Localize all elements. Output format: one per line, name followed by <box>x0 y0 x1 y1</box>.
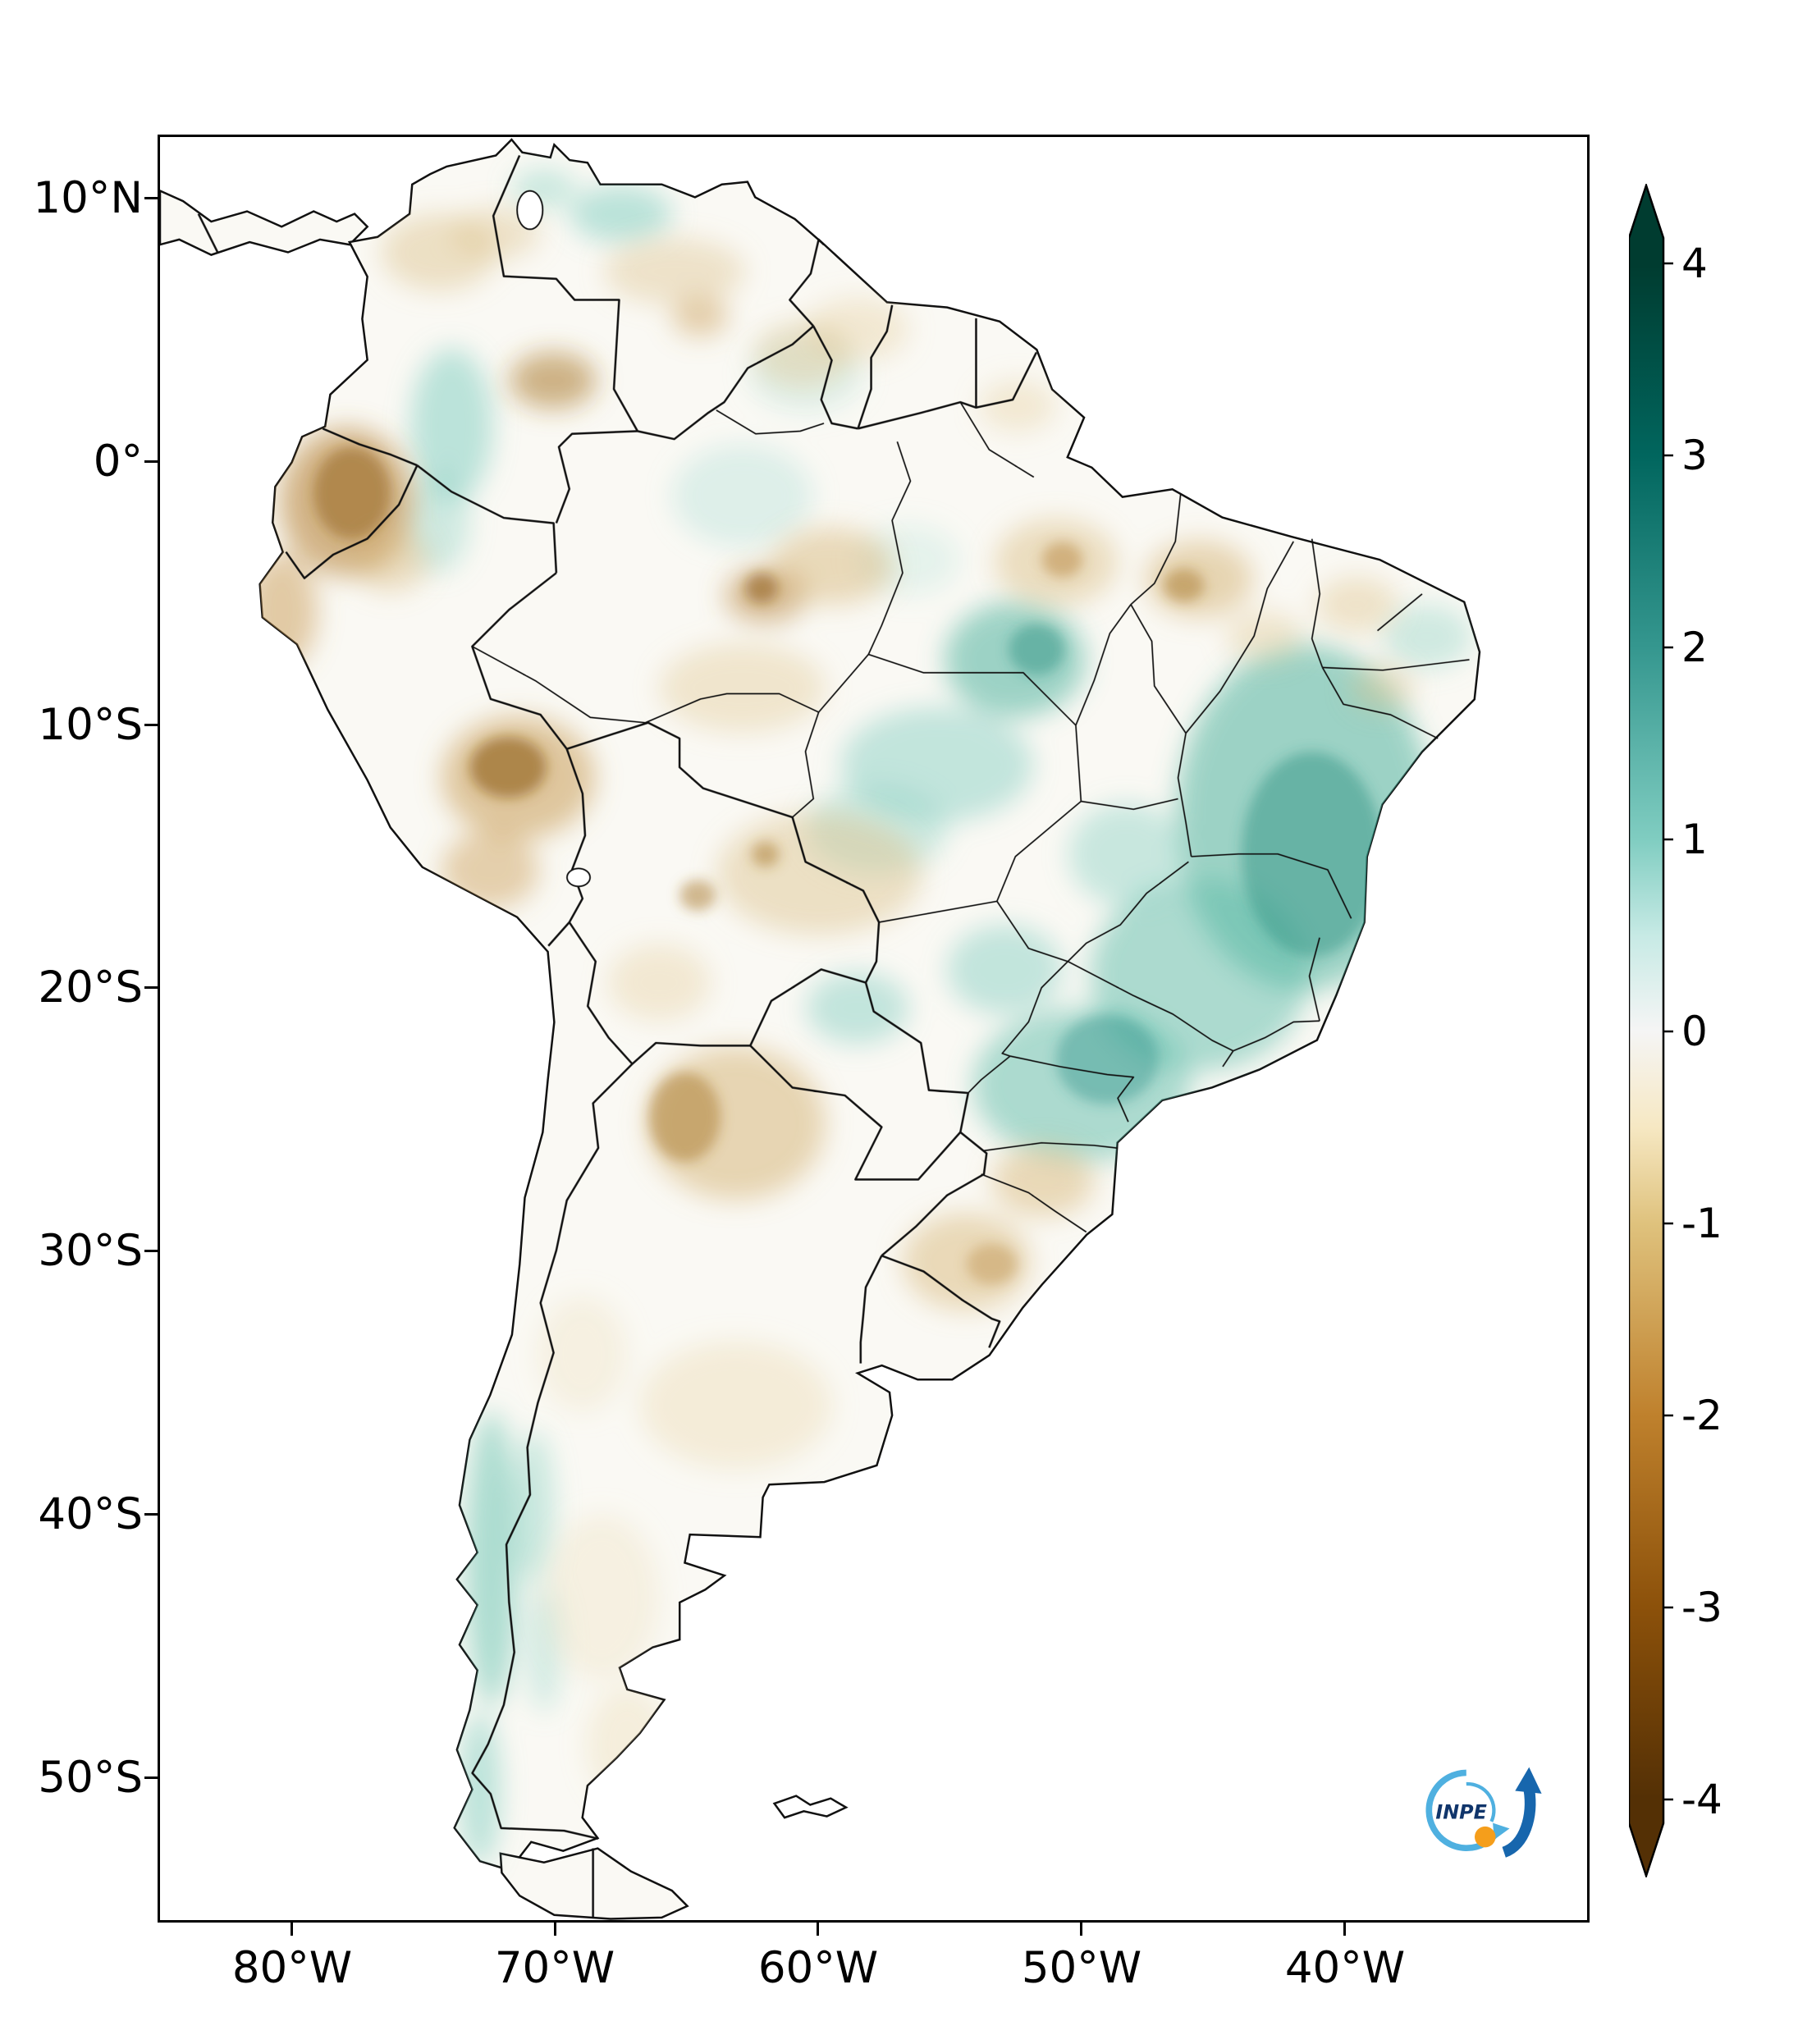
y-tick-label-50s: 50°S <box>38 1753 143 1803</box>
y-tick-mark <box>144 1776 158 1779</box>
spei-dry-anomalies <box>259 207 1415 1803</box>
state-borders <box>471 401 1470 1233</box>
colorbar-gradient <box>1627 181 1673 1880</box>
y-tick-label-0: 0° <box>93 437 143 487</box>
lake-maracaibo <box>516 190 544 231</box>
y-tick-label-10s: 10°S <box>38 700 143 750</box>
colorbar-tick-4: 4 <box>1681 240 1708 287</box>
inpe-logo-graphic: INPE <box>1425 1767 1542 1858</box>
colorbar-tick-marks <box>1663 262 1673 1801</box>
falkland-islands <box>772 1795 849 1819</box>
spei-dry-cores <box>313 446 1205 1285</box>
logo-inner-arc <box>1466 1781 1496 1822</box>
colorbar-tick-m2: -2 <box>1681 1392 1723 1439</box>
inpe-logo: INPE <box>1405 1756 1544 1871</box>
x-tick-mark <box>1080 1923 1082 1936</box>
y-tick-mark <box>144 460 158 463</box>
x-tick-label-50w: 50°W <box>1021 1943 1142 1993</box>
spei-wet-cores <box>1009 624 1383 1104</box>
logo-blue-arrowhead <box>1515 1767 1542 1794</box>
x-tick-mark <box>817 1923 819 1936</box>
colorbar <box>1627 181 1678 1880</box>
y-tick-label-30s: 30°S <box>38 1226 143 1276</box>
x-tick-label-60w: 60°W <box>757 1943 879 1993</box>
central-america-land <box>160 190 369 256</box>
x-tick-mark <box>291 1923 293 1936</box>
colorbar-tick-3: 3 <box>1681 432 1708 479</box>
lake-titicaca <box>566 867 591 888</box>
map-plot-area <box>158 135 1590 1923</box>
logo-swirl-arrowhead <box>1493 1822 1510 1840</box>
colorbar-tick-1: 1 <box>1681 816 1708 863</box>
y-tick-label-20s: 20°S <box>38 963 143 1013</box>
colorbar-bar <box>1627 181 1665 1880</box>
colorbar-tick-2: 2 <box>1681 624 1708 671</box>
logo-blue-arrow <box>1501 1788 1536 1858</box>
colorbar-tick-m4: -4 <box>1681 1776 1723 1823</box>
logo-text: INPE <box>1435 1801 1486 1824</box>
x-tick-label-70w: 70°W <box>494 1943 615 1993</box>
x-tick-mark <box>1343 1923 1346 1936</box>
y-tick-mark <box>144 724 158 726</box>
y-tick-mark <box>144 197 158 199</box>
y-tick-label-10n: 10°N <box>33 173 143 223</box>
y-tick-mark <box>144 1250 158 1252</box>
y-tick-mark <box>144 986 158 989</box>
logo-orange-dot <box>1475 1826 1496 1848</box>
x-tick-label-40w: 40°W <box>1284 1943 1406 1993</box>
lakes <box>516 190 591 888</box>
y-tick-mark <box>144 1513 158 1516</box>
colorbar-tick-0: 0 <box>1681 1008 1708 1055</box>
colorbar-tick-m3: -3 <box>1681 1584 1723 1631</box>
colorbar-tick-m1: -1 <box>1681 1200 1723 1247</box>
south-america-spei-map <box>160 138 1481 1920</box>
y-tick-label-40s: 40°S <box>38 1489 143 1539</box>
x-tick-mark <box>554 1923 556 1936</box>
x-tick-label-80w: 80°W <box>231 1943 353 1993</box>
